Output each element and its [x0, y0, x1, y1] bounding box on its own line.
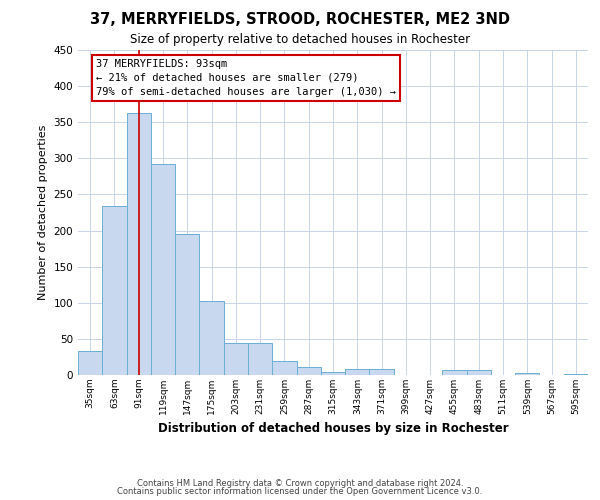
Bar: [151, 164, 175, 375]
Bar: [370, 369, 394, 375]
Bar: [78, 351, 102, 375]
Text: 37 MERRYFIELDS: 93sqm
← 21% of detached houses are smaller (279)
79% of semi-det: 37 MERRYFIELDS: 93sqm ← 21% of detached …: [96, 58, 396, 96]
Text: 37, MERRYFIELDS, STROOD, ROCHESTER, ME2 3ND: 37, MERRYFIELDS, STROOD, ROCHESTER, ME2 …: [90, 12, 510, 28]
Bar: [272, 360, 296, 375]
Text: Contains public sector information licensed under the Open Government Licence v3: Contains public sector information licen…: [118, 487, 482, 496]
Bar: [224, 343, 248, 375]
Bar: [564, 374, 588, 375]
Bar: [515, 373, 539, 375]
Bar: [199, 302, 224, 375]
Bar: [175, 234, 199, 375]
Text: Contains HM Land Registry data © Crown copyright and database right 2024.: Contains HM Land Registry data © Crown c…: [137, 478, 463, 488]
Bar: [127, 113, 151, 375]
X-axis label: Distribution of detached houses by size in Rochester: Distribution of detached houses by size …: [158, 422, 508, 436]
Bar: [442, 370, 467, 375]
Bar: [467, 370, 491, 375]
Bar: [248, 343, 272, 375]
Bar: [345, 369, 370, 375]
Text: Size of property relative to detached houses in Rochester: Size of property relative to detached ho…: [130, 32, 470, 46]
Bar: [296, 367, 321, 375]
Y-axis label: Number of detached properties: Number of detached properties: [38, 125, 48, 300]
Bar: [321, 372, 345, 375]
Bar: [102, 206, 127, 375]
